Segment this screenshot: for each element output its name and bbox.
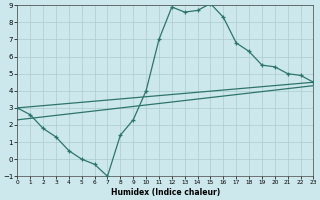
X-axis label: Humidex (Indice chaleur): Humidex (Indice chaleur) bbox=[111, 188, 220, 197]
